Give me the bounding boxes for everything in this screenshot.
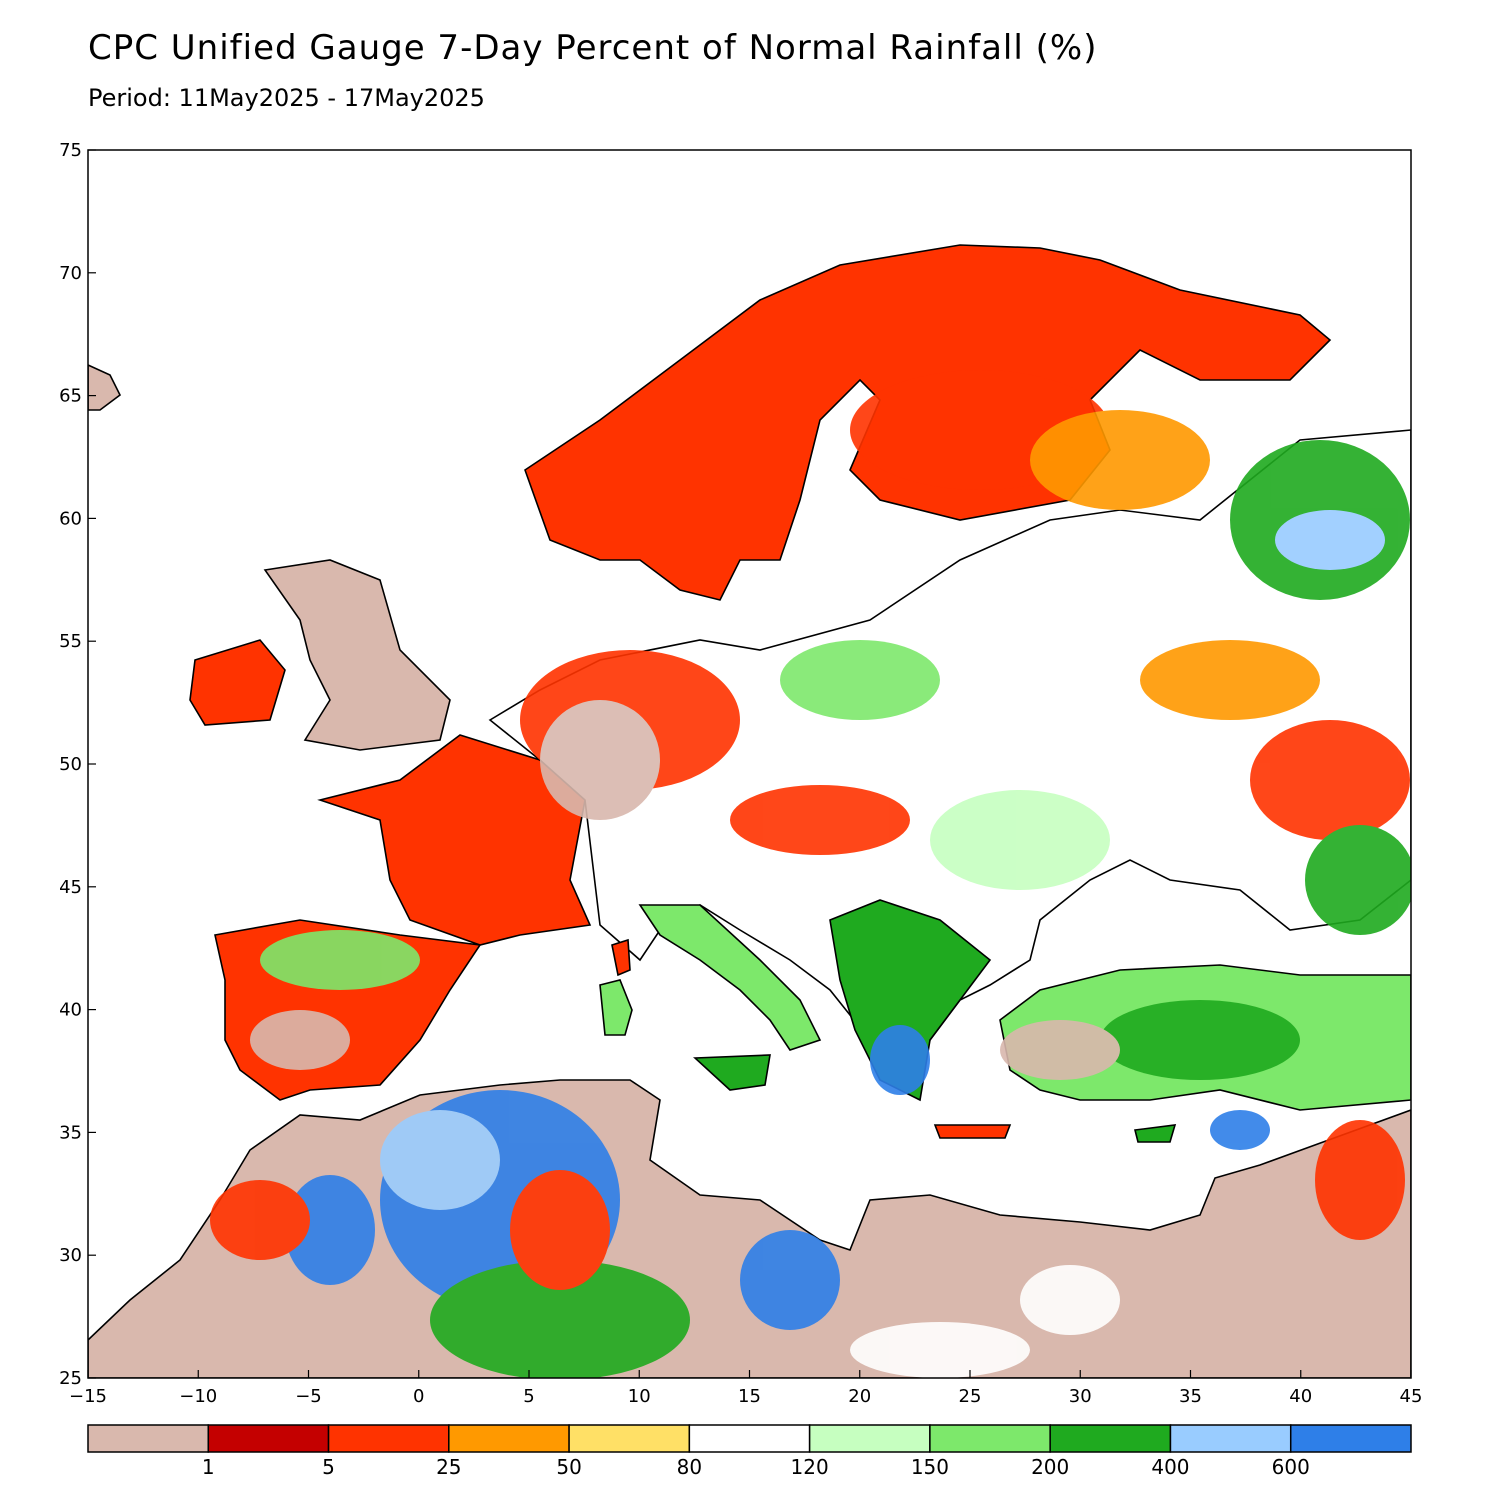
map-title: CPC Unified Gauge 7-Day Percent of Norma…: [88, 28, 1098, 68]
y-tick-label: 35: [59, 1122, 82, 1143]
colorbar-bin: [1049, 1424, 1172, 1453]
colorbar-label: 200: [1031, 1455, 1069, 1479]
y-tick-label: 70: [59, 263, 82, 284]
colorbar-bin: [929, 1424, 1051, 1453]
sardinia: [599, 979, 633, 1036]
colorbar-label: 400: [1151, 1455, 1189, 1479]
y-tick-label: 65: [59, 386, 82, 407]
x-tick-label: −15: [69, 1386, 107, 1407]
map-subtitle: Period: 11May2025 - 17May2025: [88, 84, 485, 112]
y-tick-label: 50: [59, 754, 82, 775]
x-tick-label: 30: [1069, 1386, 1092, 1407]
y-tick-label: 60: [59, 508, 82, 529]
colorbar-label: 600: [1272, 1455, 1310, 1479]
colorbar-label: 80: [677, 1455, 702, 1479]
x-axis: −15 −10 −5 0 5 10 15 20 25 30 35 40 45: [69, 1370, 1422, 1407]
y-tick-label: 40: [59, 1000, 82, 1021]
france: [317, 734, 592, 946]
y-tick-label: 30: [59, 1245, 82, 1266]
colorbar-label: 25: [436, 1455, 461, 1479]
x-tick-label: 10: [628, 1386, 651, 1407]
x-tick-label: −10: [179, 1386, 217, 1407]
x-tick-label: 45: [1400, 1386, 1423, 1407]
x-tick-label: 40: [1289, 1386, 1312, 1407]
x-tick-label: 20: [848, 1386, 871, 1407]
colorbar-label: 1: [202, 1455, 215, 1479]
y-tick-label: 45: [59, 877, 82, 898]
crete: [933, 1124, 1012, 1139]
colorbar-label: 50: [556, 1455, 581, 1479]
x-tick-label: 5: [523, 1386, 534, 1407]
x-tick-label: 15: [738, 1386, 761, 1407]
y-tick-label: 55: [59, 631, 82, 652]
sicily: [693, 1054, 771, 1091]
rainfall-anomaly-overlay: [210, 370, 1411, 1378]
colorbar-bin: [207, 1424, 330, 1453]
colorbar-label: 120: [791, 1455, 829, 1479]
colorbar-bin: [327, 1424, 450, 1453]
colorbar-bin: [1169, 1424, 1292, 1453]
colorbar-bin: [1289, 1424, 1412, 1453]
colorbar-bin: [448, 1424, 570, 1453]
colorbar-bin: [87, 1424, 210, 1453]
colorbar-bin: [688, 1424, 811, 1453]
colorbar-bin: [808, 1424, 931, 1453]
x-tick-label: 0: [413, 1386, 424, 1407]
x-tick-label: 25: [959, 1386, 982, 1407]
iceland-edge: [88, 364, 122, 411]
map-layer: [88, 244, 1411, 1378]
y-tick-label: 75: [59, 140, 82, 161]
x-tick-label: 35: [1179, 1386, 1202, 1407]
italy: [638, 904, 822, 1051]
ireland: [189, 639, 286, 726]
y-axis: 25 30 35 40 45 50 55 60 65 70 75: [59, 140, 96, 1389]
y-tick-label: 25: [59, 1368, 82, 1389]
colorbar: 1 5 25 50 80 120 150 200 400 600: [87, 1424, 1412, 1479]
x-tick-label: −5: [295, 1386, 322, 1407]
balkans: [829, 899, 992, 1102]
colorbar-label: 150: [911, 1455, 949, 1479]
colorbar-bin: [568, 1424, 691, 1453]
colorbar-label: 5: [322, 1455, 335, 1479]
corsica: [611, 938, 631, 977]
great-britain: [263, 559, 451, 751]
cyprus: [1134, 1124, 1177, 1143]
